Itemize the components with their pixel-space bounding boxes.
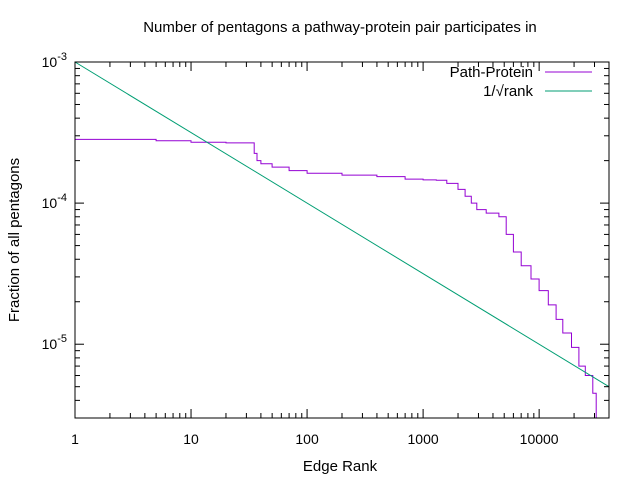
y-tick-label: 10-5	[42, 333, 67, 352]
legend-label-2: 1/√rank	[483, 83, 533, 100]
y-tick-label: 10-3	[42, 51, 67, 70]
x-tick-label: 10	[183, 431, 199, 447]
x-tick-label: 100	[295, 431, 319, 447]
x-tick-label: 10000	[520, 431, 559, 447]
chart-title: Number of pentagons a pathway-protein pa…	[143, 19, 537, 36]
legend: Path-Protein 1/√rank	[450, 64, 592, 100]
series-layer	[74, 61, 610, 418]
y-tick-label-exponent: -3	[57, 51, 67, 63]
y-tick-label-base: 10	[42, 336, 58, 352]
x-axis-title: Edge Rank	[303, 458, 378, 475]
y-tick-label-exponent: -4	[57, 192, 67, 204]
legend-label-1: Path-Protein	[450, 64, 533, 81]
y-tick-label-base: 10	[42, 195, 58, 211]
series-line-1	[75, 138, 597, 418]
y-tick-label: 10-4	[42, 192, 67, 211]
y-axis-title: Fraction of all pentagons	[6, 158, 23, 322]
series-line-2	[74, 61, 610, 388]
y-tick-label-exponent: -5	[57, 333, 67, 345]
x-tick-label: 1000	[408, 431, 439, 447]
y-tick-label-base: 10	[42, 54, 58, 70]
x-tick-label: 1	[71, 431, 79, 447]
